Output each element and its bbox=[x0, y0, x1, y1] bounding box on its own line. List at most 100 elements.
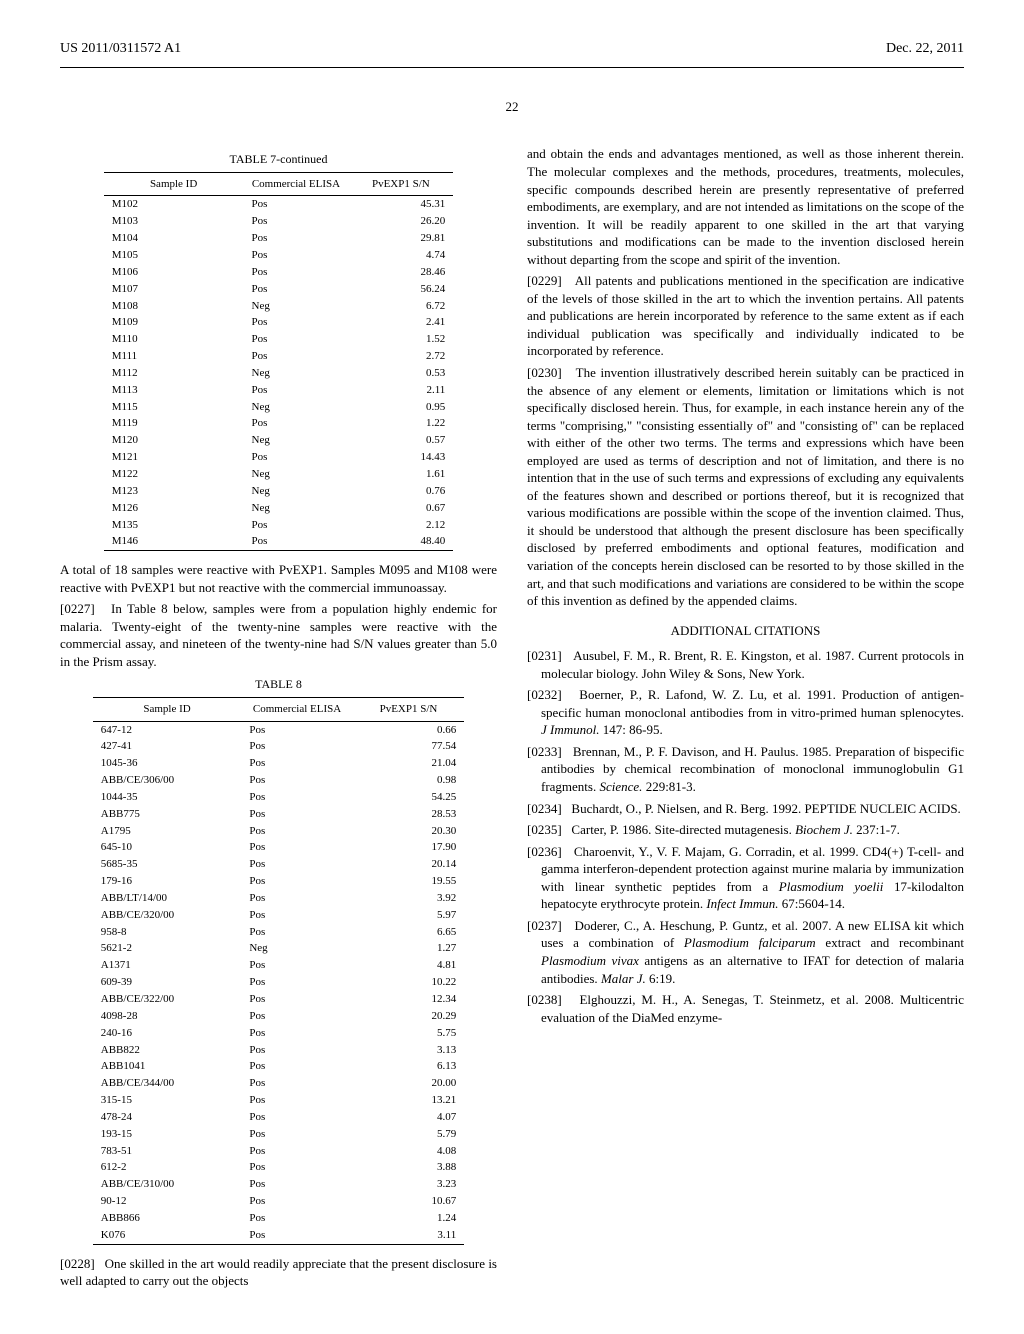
table-row: M115Neg0.95 bbox=[104, 399, 454, 416]
table-cell: Pos bbox=[241, 755, 352, 772]
table-cell: Neg bbox=[244, 365, 349, 382]
citation-item: [0236] Charoenvit, Y., V. F. Majam, G. C… bbox=[527, 843, 964, 913]
table-cell: ABB/CE/344/00 bbox=[93, 1075, 242, 1092]
table-row: 179-16Pos19.55 bbox=[93, 873, 464, 890]
table-cell: Pos bbox=[241, 1042, 352, 1059]
two-column-layout: TABLE 7-continued Sample ID Commercial E… bbox=[60, 145, 964, 1293]
right-column: and obtain the ends and advantages menti… bbox=[527, 145, 964, 1293]
table-row: K076Pos3.11 bbox=[93, 1227, 464, 1244]
table-row: ABB775Pos28.53 bbox=[93, 806, 464, 823]
table-cell: Pos bbox=[241, 738, 352, 755]
table-cell: 1044-35 bbox=[93, 789, 242, 806]
table-cell: M107 bbox=[104, 281, 244, 298]
table-cell: Pos bbox=[241, 1008, 352, 1025]
page-number: 22 bbox=[60, 98, 964, 116]
table-cell: 0.76 bbox=[348, 483, 453, 500]
table-cell: 12.34 bbox=[353, 991, 464, 1008]
table-row: 1045-36Pos21.04 bbox=[93, 755, 464, 772]
table-cell: Neg bbox=[244, 466, 349, 483]
table-cell: 21.04 bbox=[353, 755, 464, 772]
table-cell: 2.11 bbox=[348, 382, 453, 399]
publication-date: Dec. 22, 2011 bbox=[886, 40, 964, 59]
table-cell: M120 bbox=[104, 432, 244, 449]
table-cell: 958-8 bbox=[93, 924, 242, 941]
table-cell: M121 bbox=[104, 449, 244, 466]
citation-item: [0231] Ausubel, F. M., R. Brent, R. E. K… bbox=[527, 647, 964, 682]
table-cell: 10.67 bbox=[353, 1193, 464, 1210]
table-cell: Pos bbox=[244, 382, 349, 399]
table-row: ABB866Pos1.24 bbox=[93, 1210, 464, 1227]
table-cell: Pos bbox=[244, 449, 349, 466]
table-cell: Pos bbox=[244, 247, 349, 264]
table-row: M146Pos48.40 bbox=[104, 533, 454, 550]
table-row: 645-10Pos17.90 bbox=[93, 839, 464, 856]
header-rule bbox=[60, 67, 964, 68]
table-cell: 193-15 bbox=[93, 1126, 242, 1143]
table-row: ABB/LT/14/00Pos3.92 bbox=[93, 890, 464, 907]
citation-italic: Plasmodium vivax bbox=[541, 953, 639, 968]
table-cell: 2.12 bbox=[348, 517, 453, 534]
citation-italic: Plasmodium falciparum bbox=[684, 935, 816, 950]
table-cell: Pos bbox=[241, 907, 352, 924]
table-cell: Neg bbox=[241, 940, 352, 957]
table-cell: M104 bbox=[104, 230, 244, 247]
table-row: M110Pos1.52 bbox=[104, 331, 454, 348]
table-cell: M102 bbox=[104, 196, 244, 213]
table-7: Sample ID Commercial ELISA PvEXP1 S/N M1… bbox=[104, 172, 454, 552]
table-row: M135Pos2.12 bbox=[104, 517, 454, 534]
citation-item: [0234] Buchardt, O., P. Nielsen, and R. … bbox=[527, 800, 964, 818]
table-cell: 240-16 bbox=[93, 1025, 242, 1042]
table-row: M126Neg0.67 bbox=[104, 500, 454, 517]
table-cell: Pos bbox=[241, 991, 352, 1008]
table-cell: Pos bbox=[241, 1025, 352, 1042]
table-cell: 4.74 bbox=[348, 247, 453, 264]
table-cell: Pos bbox=[244, 314, 349, 331]
publication-number: US 2011/0311572 A1 bbox=[60, 40, 181, 59]
table-cell: Pos bbox=[244, 213, 349, 230]
citation-num: [0237] bbox=[527, 918, 562, 933]
table-cell: 1.61 bbox=[348, 466, 453, 483]
table-cell: 5685-35 bbox=[93, 856, 242, 873]
table-cell: 20.00 bbox=[353, 1075, 464, 1092]
para-0230: [0230] The invention illustratively desc… bbox=[527, 364, 964, 610]
table-8-header-1: Sample ID bbox=[93, 697, 242, 721]
table-cell: M112 bbox=[104, 365, 244, 382]
table-row: 240-16Pos5.75 bbox=[93, 1025, 464, 1042]
table-cell: Pos bbox=[241, 789, 352, 806]
table-cell: 28.46 bbox=[348, 264, 453, 281]
table-cell: 77.54 bbox=[353, 738, 464, 755]
table-cell: 29.81 bbox=[348, 230, 453, 247]
table-cell: ABB/CE/306/00 bbox=[93, 772, 242, 789]
table-row: 958-8Pos6.65 bbox=[93, 924, 464, 941]
citation-italic: J Immunol. bbox=[541, 722, 600, 737]
table-row: 90-12Pos10.67 bbox=[93, 1193, 464, 1210]
para-0228-num: [0228] bbox=[60, 1256, 95, 1271]
table-cell: 1.24 bbox=[353, 1210, 464, 1227]
table-cell: 2.72 bbox=[348, 348, 453, 365]
table-row: M111Pos2.72 bbox=[104, 348, 454, 365]
table-cell: Pos bbox=[241, 974, 352, 991]
table-row: M108Neg6.72 bbox=[104, 298, 454, 315]
table-cell: Pos bbox=[241, 1058, 352, 1075]
table-cell: 647-12 bbox=[93, 721, 242, 738]
table-cell: M123 bbox=[104, 483, 244, 500]
table-cell: 5.79 bbox=[353, 1126, 464, 1143]
table-row: 783-51Pos4.08 bbox=[93, 1143, 464, 1160]
table-cell: 3.11 bbox=[353, 1227, 464, 1244]
table-cell: 20.14 bbox=[353, 856, 464, 873]
table-cell: Pos bbox=[241, 1159, 352, 1176]
citation-italic: Biochem J. bbox=[795, 822, 853, 837]
table-cell: 0.98 bbox=[353, 772, 464, 789]
table-row: M120Neg0.57 bbox=[104, 432, 454, 449]
table-cell: Pos bbox=[241, 1227, 352, 1244]
table-row: ABB1041Pos6.13 bbox=[93, 1058, 464, 1075]
additional-citations-heading: ADDITIONAL CITATIONS bbox=[527, 622, 964, 640]
table-cell: K076 bbox=[93, 1227, 242, 1244]
table-cell: Neg bbox=[244, 500, 349, 517]
table-cell: M105 bbox=[104, 247, 244, 264]
para-0228: [0228] One skilled in the art would read… bbox=[60, 1255, 497, 1290]
table-7-header-1: Sample ID bbox=[104, 172, 244, 196]
table-cell: 1.52 bbox=[348, 331, 453, 348]
table-row: M103Pos26.20 bbox=[104, 213, 454, 230]
citation-item: [0237] Doderer, C., A. Heschung, P. Gunt… bbox=[527, 917, 964, 987]
